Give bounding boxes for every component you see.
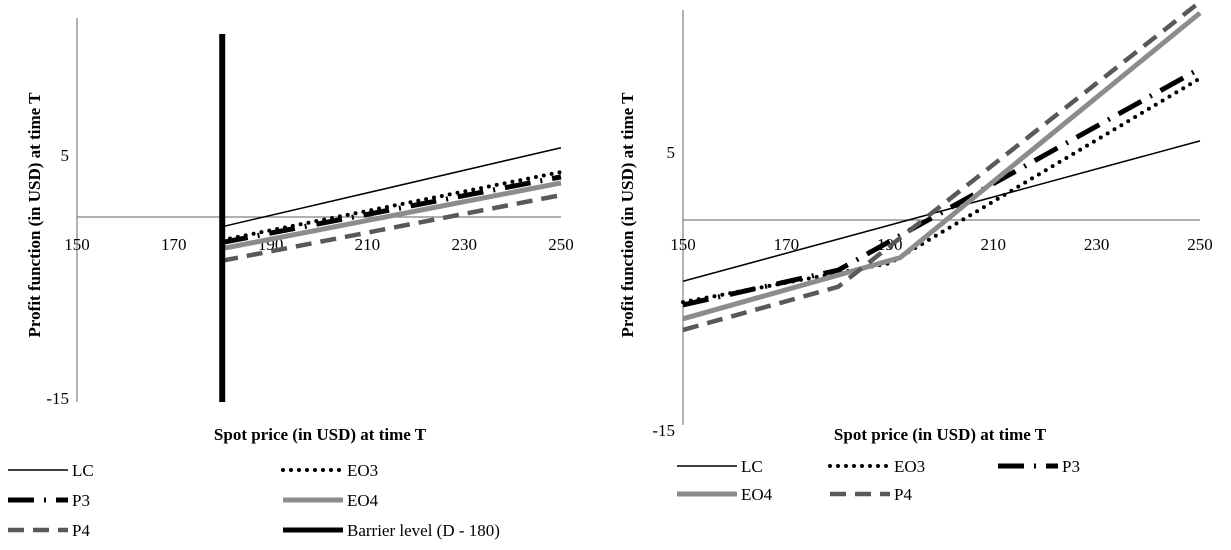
legend-label: P3 bbox=[72, 491, 90, 510]
x-tick-label: 170 bbox=[774, 235, 800, 254]
legend-label: Barrier level (D - 180) bbox=[347, 521, 500, 540]
series-p4 bbox=[221, 192, 562, 263]
x-tick-label: 170 bbox=[161, 235, 187, 254]
x-tick-label: 210 bbox=[980, 235, 1006, 254]
x-tick-label: 230 bbox=[1084, 235, 1110, 254]
legend-entry: EO3 bbox=[828, 457, 925, 476]
legend-entry: EO4 bbox=[677, 485, 773, 504]
x-tick-label: 250 bbox=[548, 235, 574, 254]
series-eo4 bbox=[682, 11, 1202, 322]
legend-label: EO3 bbox=[894, 457, 925, 476]
legend-entry: EO4 bbox=[283, 491, 379, 510]
legend-label: P4 bbox=[72, 521, 90, 540]
legend-label: LC bbox=[741, 457, 763, 476]
legend-label: EO4 bbox=[347, 491, 379, 510]
y-tick-label: 5 bbox=[667, 143, 676, 162]
series-p3 bbox=[221, 174, 562, 245]
legend-label: EO4 bbox=[741, 485, 773, 504]
legend-entry: P3 bbox=[998, 457, 1080, 476]
legend-entry: P4 bbox=[830, 485, 912, 504]
x-tick-label: 210 bbox=[355, 235, 381, 254]
legend-label: LC bbox=[72, 461, 94, 480]
y-axis-title: Profit function (in USD) at time T bbox=[25, 92, 44, 338]
legend-label: P3 bbox=[1062, 457, 1080, 476]
series-lc bbox=[222, 146, 562, 228]
series-p3 bbox=[682, 66, 1202, 308]
series-eo4 bbox=[221, 180, 562, 252]
legend-entry: LC bbox=[677, 457, 763, 476]
y-tick-label: -15 bbox=[46, 389, 69, 408]
x-tick-label: 150 bbox=[64, 235, 90, 254]
x-axis-title: Spot price (in USD) at time T bbox=[214, 425, 427, 444]
legend-entry: Barrier level (D - 180) bbox=[283, 521, 500, 540]
legend-entry: LC bbox=[8, 461, 94, 480]
legend-entry: EO3 bbox=[281, 461, 378, 480]
series-lc bbox=[682, 140, 1201, 282]
y-tick-label: -15 bbox=[652, 421, 675, 440]
legend-label: EO3 bbox=[347, 461, 378, 480]
x-tick-label: 150 bbox=[670, 235, 696, 254]
legend-entry: P3 bbox=[8, 491, 90, 510]
legend-entry: P4 bbox=[8, 521, 90, 540]
x-tick-label: 250 bbox=[1187, 235, 1213, 254]
x-axis-title: Spot price (in USD) at time T bbox=[834, 425, 1047, 444]
y-tick-label: 5 bbox=[61, 146, 70, 165]
legend-label: P4 bbox=[894, 485, 912, 504]
x-tick-label: 230 bbox=[451, 235, 477, 254]
y-axis-title: Profit function (in USD) at time T bbox=[618, 92, 637, 338]
series-p4 bbox=[682, 0, 1202, 333]
series-eo3 bbox=[220, 170, 563, 243]
